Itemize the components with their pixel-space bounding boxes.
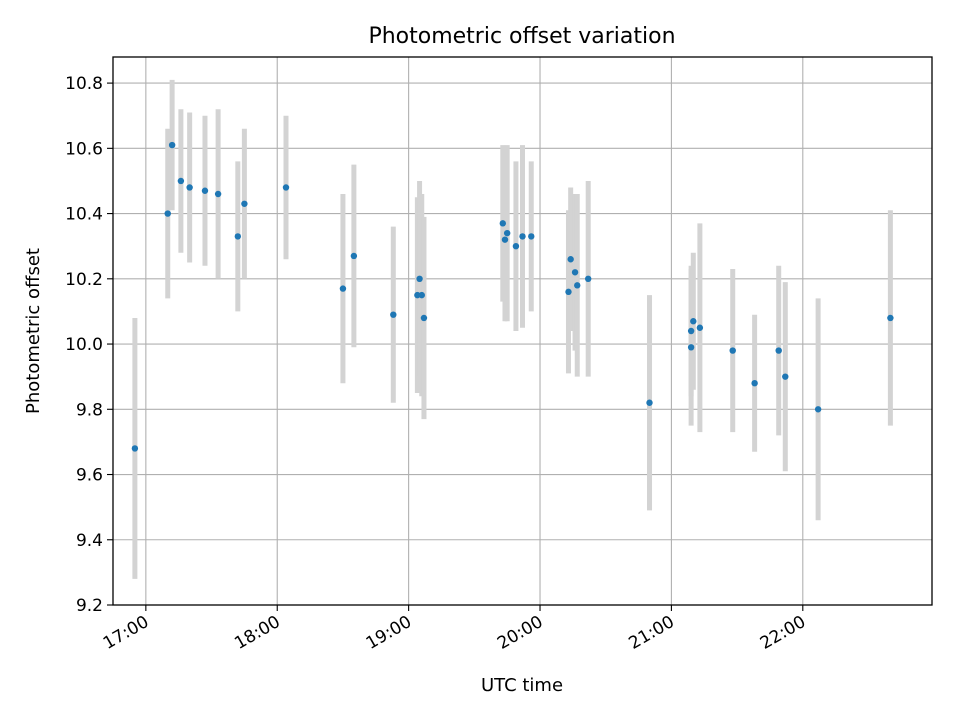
- plot-frame: [112, 56, 933, 606]
- data-point: [690, 318, 697, 325]
- data-point: [687, 327, 695, 335]
- data-point: [168, 141, 176, 149]
- chart-title: Photometric offset variation: [368, 24, 675, 49]
- data-point: [414, 291, 421, 299]
- data-point: [565, 288, 572, 296]
- y-tick-label: 10.0: [65, 335, 103, 355]
- data-point: [501, 236, 509, 243]
- y-tick-label: 9.4: [76, 531, 103, 551]
- data-point: [177, 177, 185, 185]
- data-point: [339, 285, 347, 292]
- data-point: [751, 379, 758, 387]
- data-point: [350, 252, 358, 260]
- y-tick-label: 10.2: [65, 270, 103, 290]
- y-tick-label: 9.2: [76, 596, 103, 616]
- data-points: [131, 141, 894, 452]
- data-point: [782, 373, 789, 380]
- y-tick-label: 9.6: [76, 466, 103, 486]
- y-tick-label: 10.6: [65, 139, 103, 159]
- y-axis-label: Photometric offset: [23, 248, 44, 414]
- data-point: [234, 233, 242, 240]
- data-point: [814, 406, 822, 413]
- y-tick-label: 10.4: [65, 205, 103, 225]
- data-point: [567, 256, 574, 263]
- data-point: [282, 184, 290, 191]
- data-point: [503, 229, 511, 237]
- data-point: [420, 314, 428, 322]
- data-point: [186, 184, 193, 191]
- plot-area: [113, 57, 932, 605]
- y-tick-label: 9.8: [76, 400, 103, 420]
- data-point: [164, 210, 171, 217]
- data-point: [571, 269, 579, 276]
- data-point: [887, 314, 894, 322]
- data-point: [214, 190, 222, 198]
- grid: [113, 57, 932, 606]
- data-point: [519, 233, 526, 240]
- data-point: [687, 344, 695, 351]
- data-point: [390, 311, 397, 318]
- data-point: [131, 445, 139, 452]
- x-axis-label: UTC time: [481, 675, 563, 696]
- data-point: [646, 399, 653, 406]
- data-point: [418, 291, 425, 299]
- data-point: [696, 324, 704, 331]
- data-point: [584, 275, 592, 283]
- data-point: [528, 233, 535, 240]
- data-point: [416, 275, 423, 283]
- data-point: [775, 347, 782, 354]
- data-point: [574, 282, 581, 289]
- data-point: [499, 220, 506, 227]
- y-tick-label: 10.8: [65, 74, 103, 94]
- data-point: [729, 347, 736, 354]
- data-point: [512, 242, 520, 250]
- data-point: [241, 200, 248, 207]
- data-point: [201, 187, 209, 194]
